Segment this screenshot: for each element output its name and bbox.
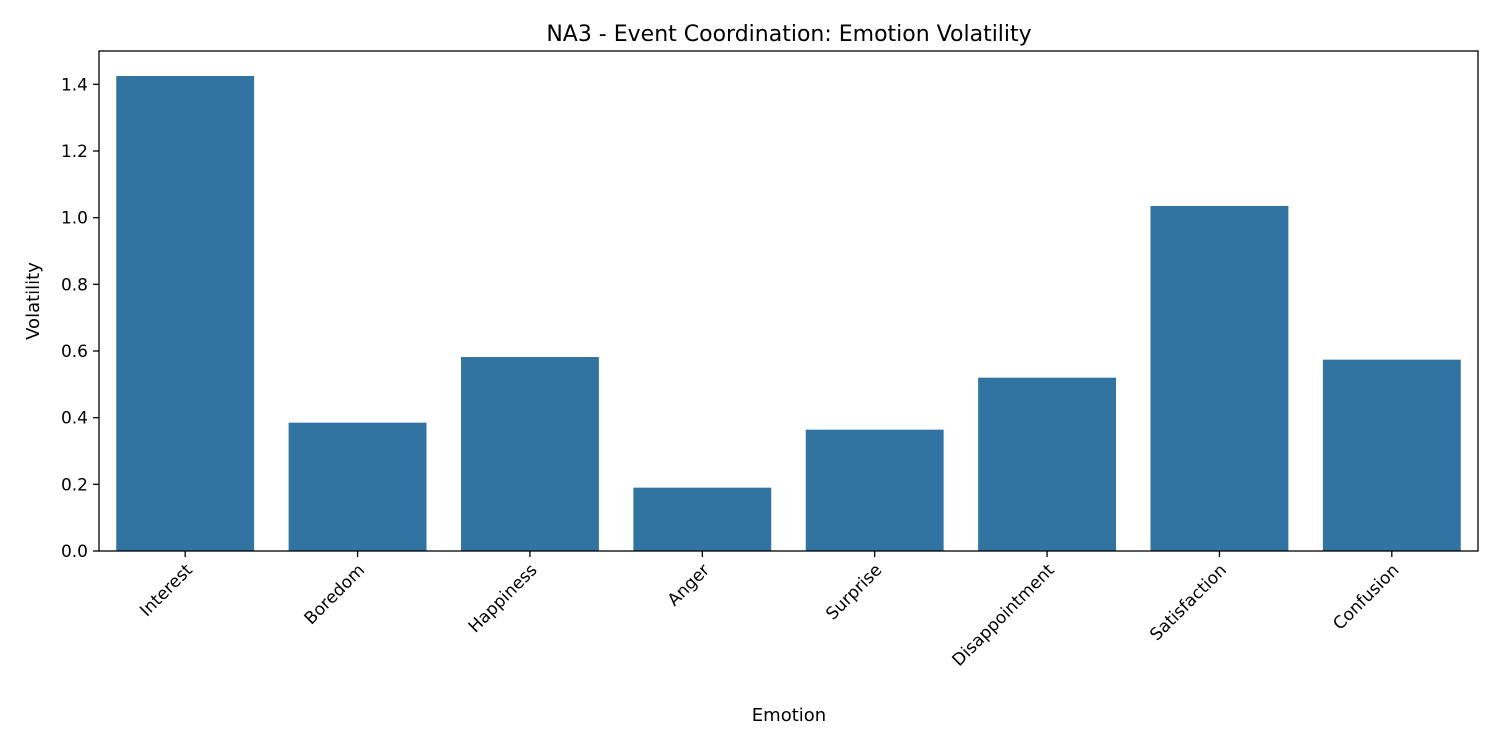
bar-disappointment: [978, 377, 1117, 551]
bar-surprise: [805, 429, 944, 551]
y-tick-label: 0.0: [61, 542, 88, 562]
bar-anger: [633, 487, 772, 551]
y-tick-label: 1.2: [61, 142, 88, 162]
x-tick-label-disappointment: Disappointment: [948, 560, 1058, 670]
x-tick-label-confusion: Confusion: [1329, 560, 1403, 634]
x-axis-label: Emotion: [752, 705, 826, 726]
y-tick-label: 1.4: [61, 75, 88, 95]
x-tick-label-surprise: Surprise: [822, 560, 886, 624]
x-tick-label-anger: Anger: [664, 560, 714, 610]
bar-satisfaction: [1150, 206, 1289, 551]
y-tick-label: 1.0: [61, 209, 88, 229]
x-tick-label-interest: Interest: [136, 560, 197, 621]
bar-interest: [116, 76, 255, 551]
y-tick-label: 0.8: [61, 275, 88, 295]
y-axis: 0.0 0.2 0.4 0.6 0.8 1.0 1.2 1.4: [61, 75, 99, 562]
bar-happiness: [460, 357, 599, 551]
x-axis: Interest Boredom Happiness Anger Surprise Dis…: [136, 551, 1403, 670]
y-tick-label: 0.6: [61, 342, 88, 362]
x-tick-label-satisfaction: Satisfaction: [1146, 560, 1231, 645]
y-axis-label: Volatility: [23, 262, 44, 340]
bar-boredom: [288, 422, 427, 551]
x-tick-label-happiness: Happiness: [465, 560, 542, 637]
y-tick-label: 0.2: [61, 475, 88, 495]
bars-group: [116, 76, 1461, 551]
chart-title: NA3 - Event Coordination: Emotion Volati…: [546, 22, 1031, 47]
plot-frame: [98, 50, 1479, 552]
bar-confusion: [1322, 359, 1461, 551]
x-tick-label-boredom: Boredom: [301, 560, 370, 629]
y-tick-label: 0.4: [61, 409, 88, 429]
